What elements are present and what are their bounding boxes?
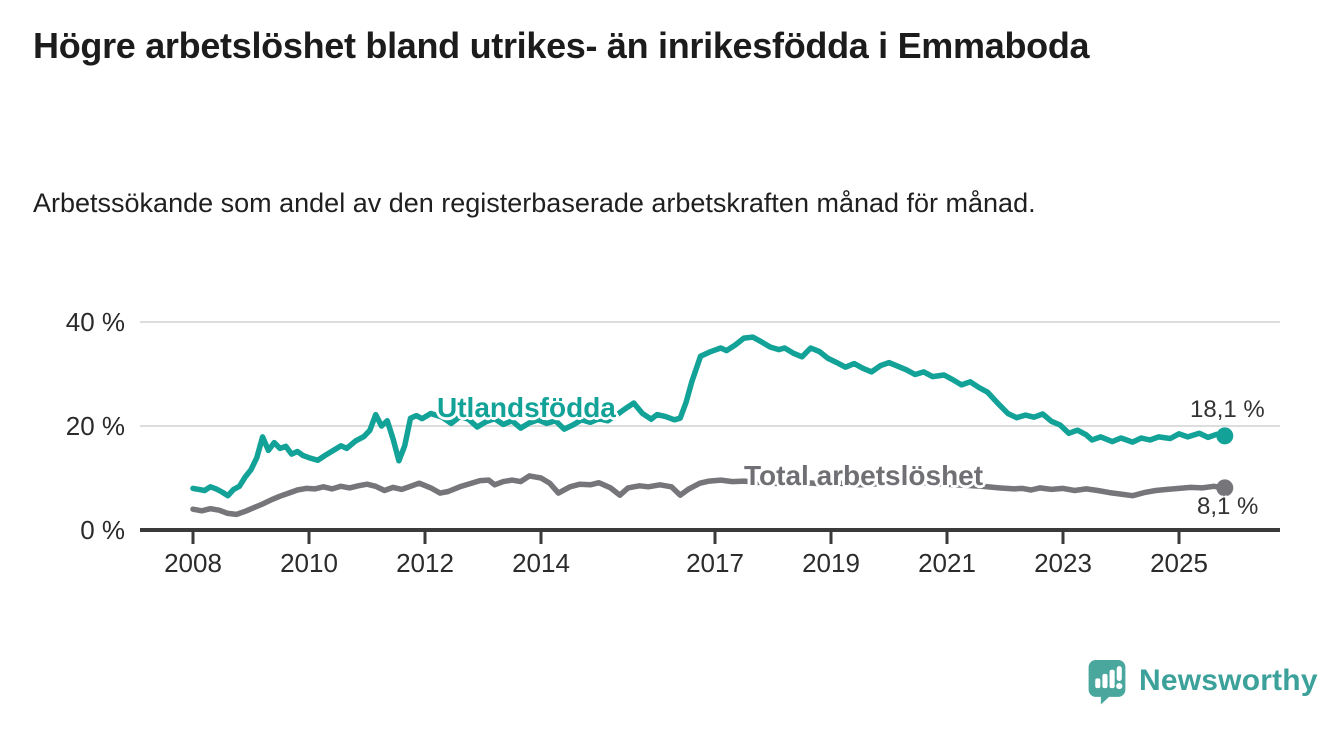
newsworthy-logo-text: Newsworthy: [1139, 664, 1318, 697]
newsworthy-logo-icon: [1088, 659, 1126, 704]
exclamation-dot: [1116, 682, 1123, 689]
bar-chart-bar-large: [1109, 669, 1115, 688]
end-value-label-total-arbetsloshet: 8,1 %: [1197, 493, 1259, 520]
x-axis-tick-label: 2012: [396, 548, 454, 578]
x-axis-tick-label: 2019: [802, 548, 860, 578]
y-axis-tick-label: 20 %: [66, 411, 125, 441]
series-line-1: [190, 473, 1228, 518]
newsworthy-logo: Newsworthy: [1086, 657, 1318, 705]
exclamation-bar: [1116, 665, 1122, 681]
x-axis-tick-label: 2008: [164, 548, 222, 578]
series-label-utlandsfodda: Utlandsfödda: [437, 392, 616, 423]
y-axis-tick-label: 0 %: [80, 515, 125, 545]
bar-chart-bar-small: [1095, 677, 1101, 688]
x-axis-tick-label: 2021: [918, 548, 976, 578]
series-line-0: [190, 334, 1228, 499]
bar-chart-bar-medium: [1102, 673, 1108, 688]
x-axis-tick-label: 2023: [1034, 548, 1092, 578]
series-label-total-arbetsloshet: Total arbetslöshet: [744, 460, 984, 491]
page-subtitle: Arbetssökande som andel av den registerb…: [33, 188, 1036, 218]
x-axis-tick-label: 2025: [1150, 548, 1208, 578]
x-axis-tick-label: 2017: [686, 548, 744, 578]
y-axis-tick-label: 40 %: [66, 307, 125, 337]
x-axis-tick-label: 2010: [280, 548, 338, 578]
series-end-dot-1: [1216, 479, 1234, 497]
series-end-dot-0: [1216, 427, 1234, 445]
end-value-label-utlandsfodda: 18,1 %: [1190, 396, 1265, 423]
page-title: Högre arbetslöshet bland utrikes- än inr…: [33, 25, 1090, 66]
x-axis-tick-label: 2014: [512, 548, 570, 578]
